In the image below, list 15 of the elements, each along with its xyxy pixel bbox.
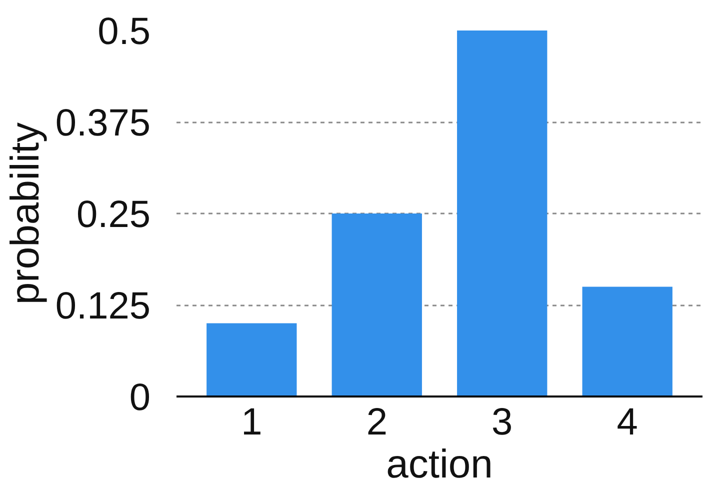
x-axis-title: action <box>386 442 493 486</box>
x-tick-label: 2 <box>366 402 388 444</box>
x-tick-label: 1 <box>241 402 262 444</box>
bar <box>457 30 548 396</box>
y-tick-label: 0.25 <box>76 194 151 236</box>
bar <box>332 214 422 396</box>
x-tick-label: 3 <box>492 402 513 444</box>
y-axis-title: probability <box>3 122 48 305</box>
y-tick-label: 0.375 <box>55 102 150 144</box>
y-tick-label: 0.125 <box>55 286 150 328</box>
bar <box>582 286 672 396</box>
bar <box>206 323 297 396</box>
y-tick-label: 0.5 <box>98 11 151 53</box>
x-tick-label: 4 <box>616 402 638 444</box>
y-tick-label: 0 <box>129 377 151 419</box>
